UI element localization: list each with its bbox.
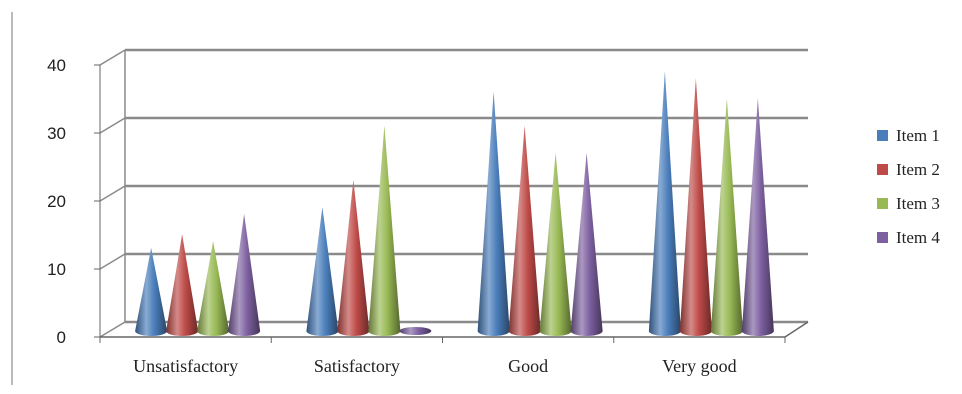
cone [337, 179, 370, 337]
cone [228, 213, 261, 337]
legend-label: Item 3 [896, 194, 940, 213]
x-category-label: Very good [662, 356, 737, 376]
cone [197, 241, 230, 337]
cone [368, 125, 401, 337]
gridline-depth [99, 321, 126, 338]
legend-label: Item 4 [896, 228, 940, 247]
cone [166, 234, 199, 337]
y-tick-label: 0 [57, 328, 66, 347]
x-category-label: Satisfactory [314, 356, 400, 376]
legend-label: Item 1 [896, 126, 940, 145]
cone [539, 152, 572, 337]
cone [477, 91, 510, 337]
cone [710, 98, 743, 337]
legend-swatch [877, 130, 888, 141]
x-category-label: Unsatisfactory [133, 356, 238, 376]
legend-swatch [877, 232, 888, 243]
gridline-depth [99, 253, 126, 270]
cone [135, 247, 168, 337]
cone [648, 71, 681, 337]
floor-depth-right [784, 321, 809, 338]
cone [306, 207, 339, 337]
gridline-depth [99, 117, 126, 134]
legend-swatch [877, 164, 888, 175]
cone [679, 77, 712, 337]
legend: Item 1 Item 2 Item 3 Item 4 [877, 126, 940, 247]
y-tick-label: 10 [47, 260, 66, 279]
cone [508, 125, 541, 337]
gridline-depth [99, 185, 126, 202]
cone [570, 152, 603, 337]
y-tick-label: 20 [47, 192, 66, 211]
y-tick-label: 40 [47, 56, 66, 75]
cone [399, 327, 432, 335]
legend-swatch [877, 198, 888, 209]
legend-label: Item 2 [896, 160, 940, 179]
y-tick-label: 30 [47, 124, 66, 143]
gridline-depth [99, 49, 126, 66]
x-category-label: Good [508, 356, 548, 376]
axes [94, 64, 809, 343]
cone [741, 98, 774, 337]
x-axis-labels: Unsatisfactory Satisfactory Good Very good [133, 356, 736, 376]
y-axis-labels: 0 10 20 30 40 [47, 56, 66, 347]
data-cones [135, 71, 774, 337]
chart-walls [11, 12, 126, 385]
